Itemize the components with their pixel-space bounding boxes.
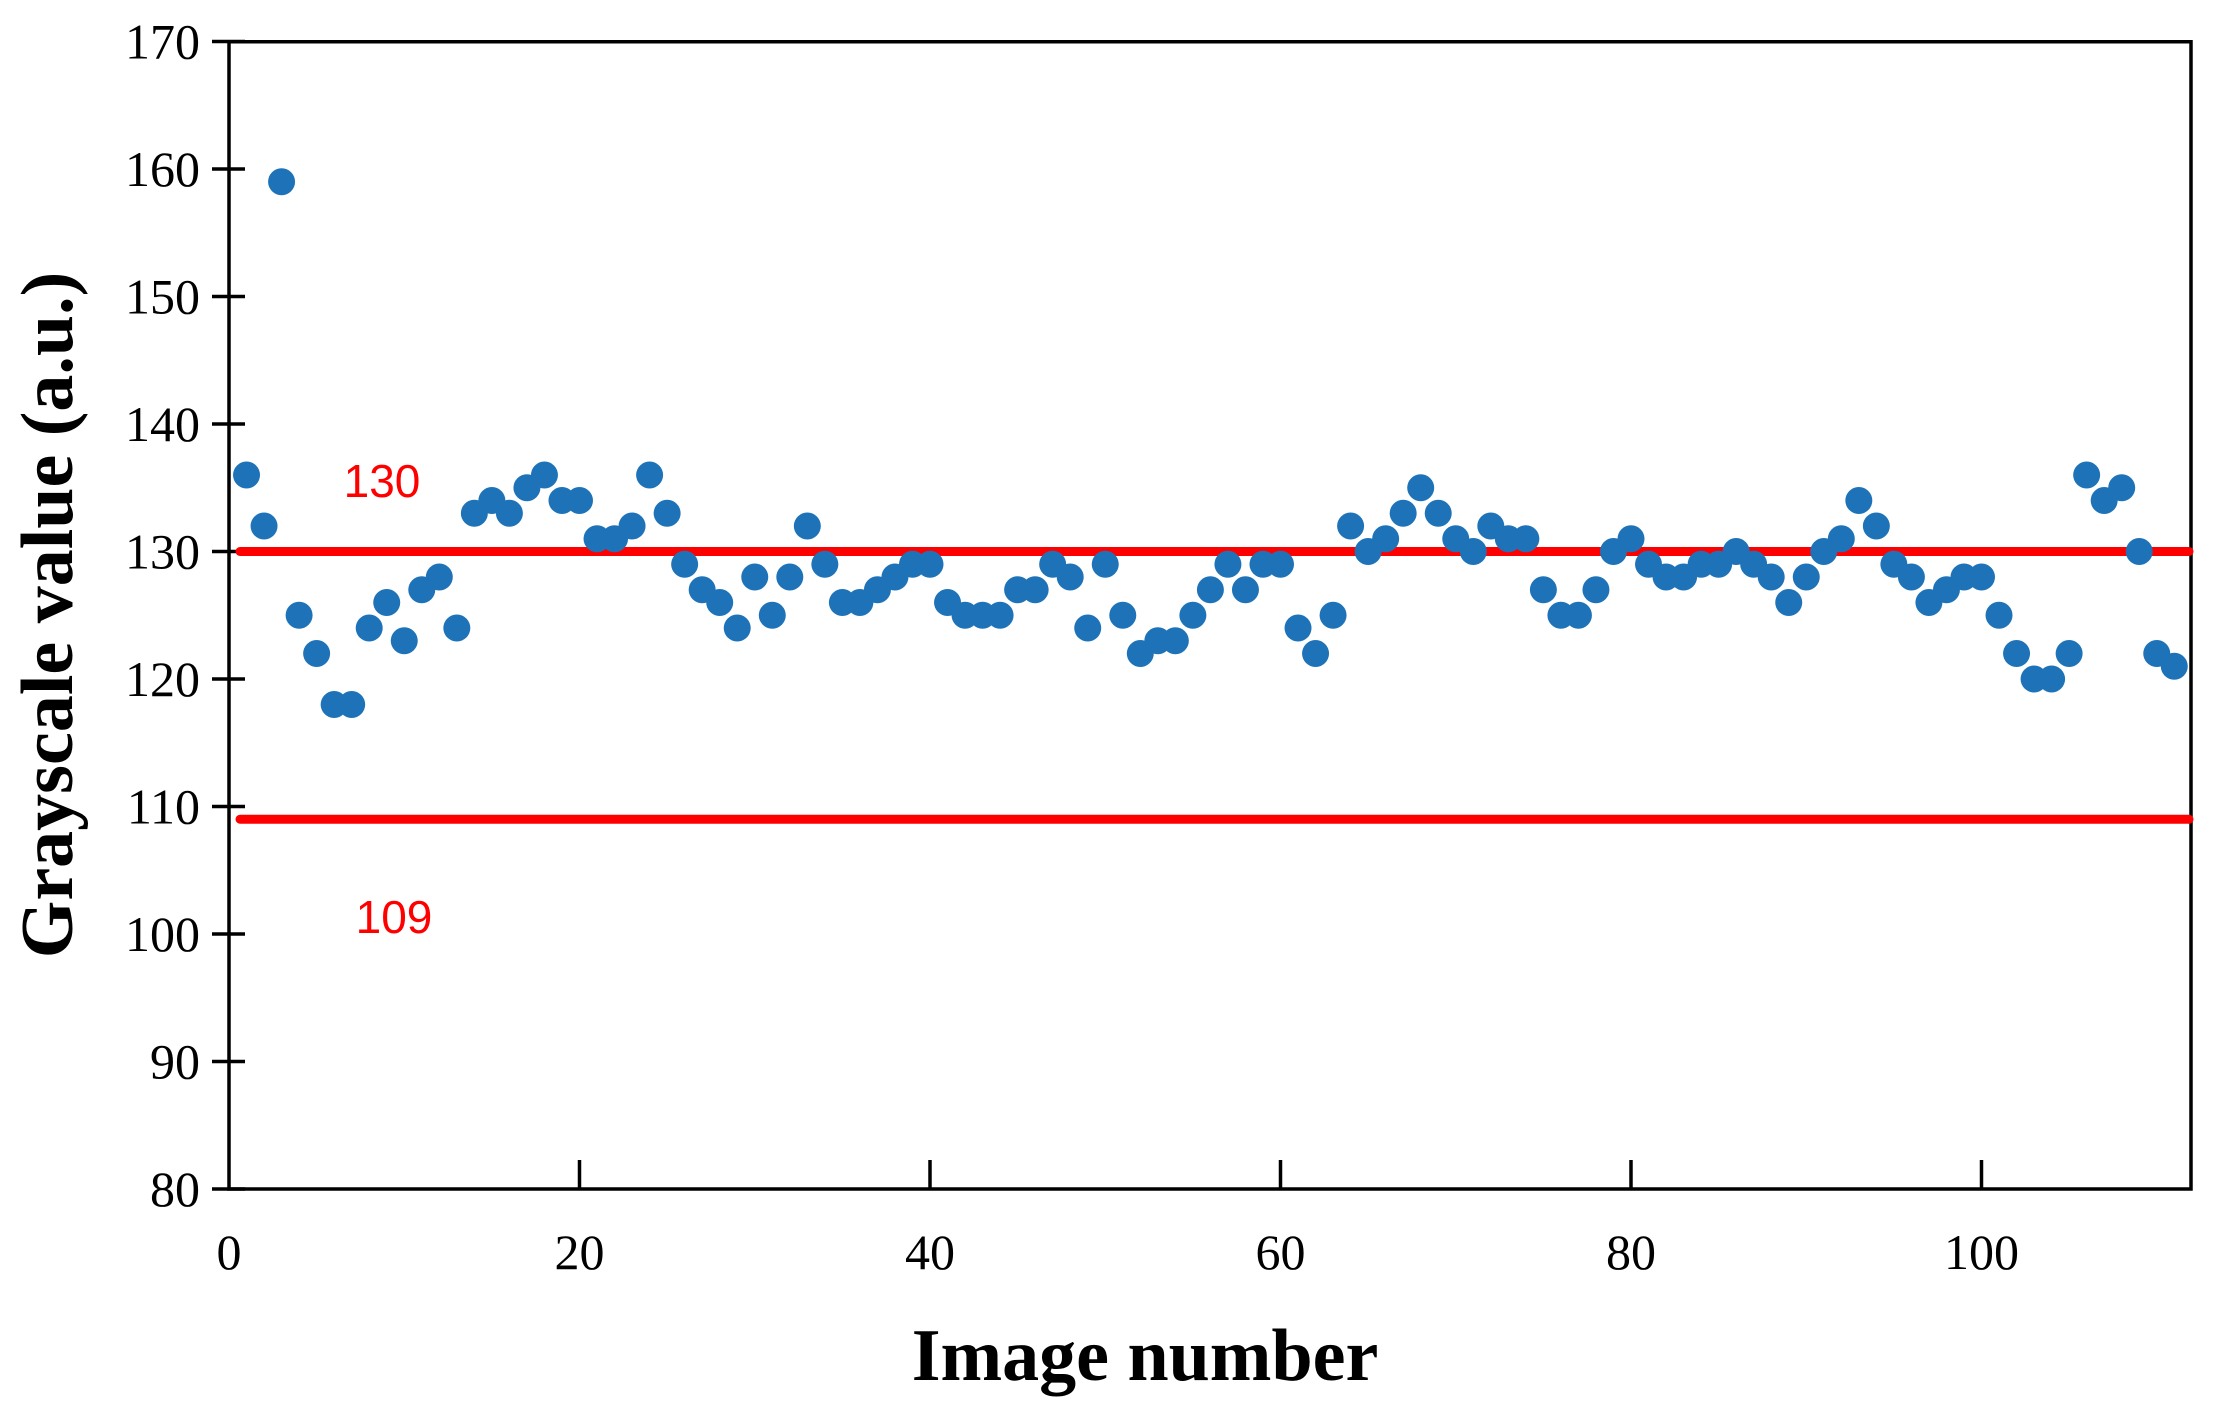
data-point bbox=[495, 499, 523, 527]
data-point bbox=[1302, 640, 1330, 667]
y-axis-tick-labels: 80 90 100 110 120 130 140 150 160 170 bbox=[125, 14, 200, 1218]
data-point bbox=[986, 601, 1014, 629]
data-point bbox=[1459, 538, 1487, 565]
data-point bbox=[1056, 563, 1084, 591]
upper-limit-label: 130 bbox=[344, 455, 421, 507]
x-axis-ticks bbox=[577, 1160, 1984, 1189]
data-point bbox=[793, 512, 821, 540]
data-point bbox=[2003, 640, 2031, 667]
data-point bbox=[1267, 550, 1294, 578]
x-axis-tick-labels: 0 20 40 60 80 100 bbox=[217, 1224, 2020, 1280]
data-point bbox=[636, 461, 664, 489]
data-point bbox=[723, 614, 751, 642]
data-point bbox=[1512, 525, 1540, 553]
data-point bbox=[1337, 512, 1365, 540]
data-point bbox=[425, 563, 453, 591]
data-point bbox=[1582, 576, 1610, 604]
data-point bbox=[2125, 538, 2153, 565]
data-point bbox=[1091, 550, 1119, 578]
data-point bbox=[1179, 601, 1207, 629]
y-tick-label: 140 bbox=[125, 396, 200, 452]
y-tick-label: 160 bbox=[125, 141, 200, 197]
data-point bbox=[1161, 627, 1189, 655]
data-point bbox=[1284, 614, 1312, 642]
y-tick-label: 130 bbox=[125, 524, 200, 580]
y-axis-ticks bbox=[212, 39, 245, 1191]
data-point bbox=[2160, 652, 2188, 680]
data-point bbox=[653, 499, 681, 527]
data-point bbox=[1862, 512, 1890, 540]
data-point bbox=[2073, 461, 2101, 489]
data-point bbox=[741, 563, 769, 591]
x-tick-label: 60 bbox=[1256, 1224, 1306, 1280]
data-point bbox=[1389, 499, 1417, 527]
data-point bbox=[706, 589, 734, 616]
x-tick-label: 0 bbox=[217, 1224, 242, 1280]
data-point bbox=[338, 691, 366, 718]
data-point bbox=[916, 550, 944, 578]
data-point bbox=[285, 601, 313, 629]
y-axis-title: Grayscale value (a.u.) bbox=[7, 272, 89, 958]
data-point bbox=[2038, 665, 2066, 693]
data-point bbox=[1845, 487, 1873, 514]
data-point bbox=[758, 601, 786, 629]
x-tick-label: 100 bbox=[1944, 1224, 2019, 1280]
data-point bbox=[1109, 601, 1137, 629]
data-point bbox=[390, 627, 418, 655]
data-point bbox=[1407, 474, 1435, 502]
data-point bbox=[1424, 499, 1452, 527]
data-point bbox=[1319, 601, 1347, 629]
data-point bbox=[1196, 576, 1224, 604]
scatter-points bbox=[233, 168, 2188, 718]
data-point bbox=[1231, 576, 1259, 604]
y-tick-label: 170 bbox=[125, 14, 200, 70]
data-point bbox=[776, 563, 804, 591]
data-point bbox=[233, 461, 261, 489]
y-tick-label: 150 bbox=[125, 269, 200, 325]
data-point bbox=[443, 614, 471, 642]
data-point bbox=[1214, 550, 1242, 578]
y-tick-label: 80 bbox=[150, 1161, 200, 1217]
data-point bbox=[373, 589, 401, 616]
x-tick-label: 80 bbox=[1606, 1224, 1656, 1280]
x-tick-label: 40 bbox=[905, 1224, 955, 1280]
data-point bbox=[1529, 576, 1557, 604]
data-point bbox=[1757, 563, 1785, 591]
data-point bbox=[671, 550, 699, 578]
y-tick-label: 110 bbox=[127, 779, 200, 835]
data-point bbox=[1968, 563, 1995, 591]
data-point bbox=[250, 512, 278, 540]
data-point bbox=[1775, 589, 1803, 616]
data-point bbox=[1021, 576, 1049, 604]
x-tick-label: 20 bbox=[555, 1224, 605, 1280]
data-point bbox=[618, 512, 646, 540]
y-tick-label: 120 bbox=[125, 651, 200, 707]
data-point bbox=[811, 550, 839, 578]
data-point bbox=[2108, 474, 2136, 502]
reference-lines bbox=[235, 547, 2194, 824]
data-point bbox=[2055, 640, 2083, 667]
data-point bbox=[1827, 525, 1855, 553]
data-point bbox=[1074, 614, 1102, 642]
data-point bbox=[1372, 525, 1400, 553]
data-point bbox=[1897, 563, 1925, 591]
data-point bbox=[530, 461, 558, 489]
data-point bbox=[1564, 601, 1592, 629]
data-point bbox=[1792, 563, 1820, 591]
plot-frame bbox=[227, 40, 2193, 1191]
lower-limit-label: 109 bbox=[356, 891, 433, 943]
data-point bbox=[1985, 601, 2013, 629]
data-point bbox=[1617, 525, 1645, 553]
data-point bbox=[566, 487, 593, 514]
x-axis-title: Image number bbox=[912, 1315, 1379, 1397]
data-point bbox=[268, 168, 296, 196]
y-tick-label: 100 bbox=[125, 906, 200, 962]
y-tick-label: 90 bbox=[150, 1034, 200, 1090]
data-point bbox=[303, 640, 331, 667]
data-point bbox=[355, 614, 383, 642]
